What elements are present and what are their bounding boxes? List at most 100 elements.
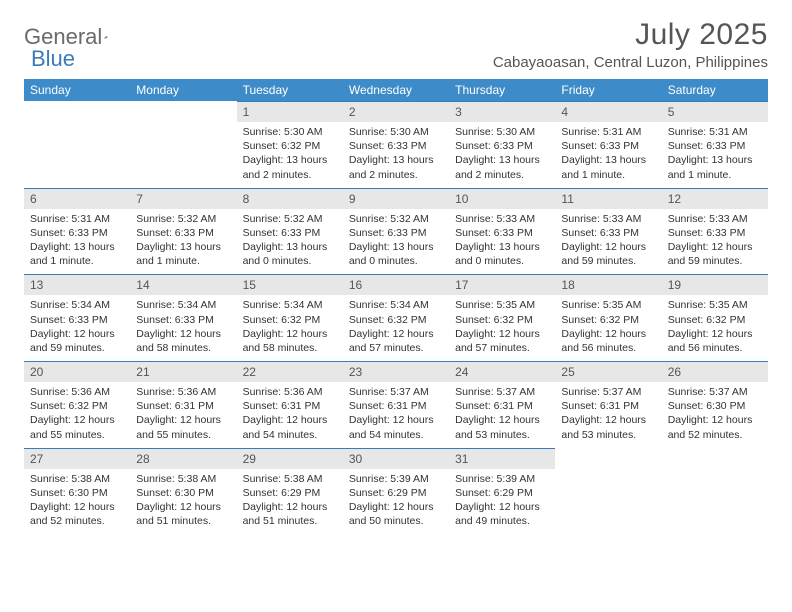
sunset-line: Sunset: 6:31 PM [349,399,443,413]
day-content: Sunrise: 5:30 AMSunset: 6:33 PMDaylight:… [343,122,449,188]
daylight-line: Daylight: 13 hours and 1 minute. [668,153,762,181]
day-number: 22 [237,361,343,382]
daylight-line: Daylight: 13 hours and 0 minutes. [243,240,337,268]
sunset-line: Sunset: 6:33 PM [668,226,762,240]
daylight-line: Daylight: 12 hours and 59 minutes. [668,240,762,268]
dow-monday: Monday [130,79,236,101]
day-content: Sunrise: 5:32 AMSunset: 6:33 PMDaylight:… [343,209,449,275]
sunrise-line: Sunrise: 5:34 AM [30,298,124,312]
daylight-line: Daylight: 12 hours and 52 minutes. [668,413,762,441]
sunset-line: Sunset: 6:32 PM [30,399,124,413]
sunset-line: Sunset: 6:33 PM [30,313,124,327]
sunset-line: Sunset: 6:29 PM [455,486,549,500]
day-number: 13 [24,274,130,295]
day-content: Sunrise: 5:35 AMSunset: 6:32 PMDaylight:… [449,295,555,361]
calendar-cell: 9Sunrise: 5:32 AMSunset: 6:33 PMDaylight… [343,188,449,275]
sunrise-line: Sunrise: 5:35 AM [455,298,549,312]
day-number: 15 [237,274,343,295]
calendar-cell: 24Sunrise: 5:37 AMSunset: 6:31 PMDayligh… [449,361,555,448]
day-number: 3 [449,101,555,122]
calendar-cell: 16Sunrise: 5:34 AMSunset: 6:32 PMDayligh… [343,274,449,361]
day-content: Sunrise: 5:30 AMSunset: 6:32 PMDaylight:… [237,122,343,188]
day-number: 6 [24,188,130,209]
sunset-line: Sunset: 6:33 PM [455,139,549,153]
day-content: Sunrise: 5:37 AMSunset: 6:31 PMDaylight:… [555,382,661,448]
calendar-cell: 11Sunrise: 5:33 AMSunset: 6:33 PMDayligh… [555,188,661,275]
daylight-line: Daylight: 12 hours and 51 minutes. [136,500,230,528]
calendar-table: Sunday Monday Tuesday Wednesday Thursday… [24,79,768,534]
sunrise-line: Sunrise: 5:34 AM [349,298,443,312]
sunset-line: Sunset: 6:31 PM [243,399,337,413]
calendar-cell: 2Sunrise: 5:30 AMSunset: 6:33 PMDaylight… [343,101,449,188]
sunrise-line: Sunrise: 5:36 AM [30,385,124,399]
daylight-line: Daylight: 12 hours and 54 minutes. [349,413,443,441]
logo-text-blue: Blue [31,46,75,72]
daylight-line: Daylight: 12 hours and 58 minutes. [136,327,230,355]
dow-wednesday: Wednesday [343,79,449,101]
day-number: 23 [343,361,449,382]
day-content: Sunrise: 5:33 AMSunset: 6:33 PMDaylight:… [449,209,555,275]
sunrise-line: Sunrise: 5:33 AM [455,212,549,226]
sunrise-line: Sunrise: 5:32 AM [136,212,230,226]
day-content: Sunrise: 5:36 AMSunset: 6:31 PMDaylight:… [130,382,236,448]
calendar-cell: 1Sunrise: 5:30 AMSunset: 6:32 PMDaylight… [237,101,343,188]
day-number: 18 [555,274,661,295]
daylight-line: Daylight: 12 hours and 59 minutes. [561,240,655,268]
daylight-line: Daylight: 12 hours and 58 minutes. [243,327,337,355]
daylight-line: Daylight: 13 hours and 2 minutes. [349,153,443,181]
title-block: July 2025 Cabayaoasan, Central Luzon, Ph… [493,18,768,71]
sunset-line: Sunset: 6:32 PM [243,139,337,153]
day-number: 11 [555,188,661,209]
sunset-line: Sunset: 6:30 PM [30,486,124,500]
sunset-line: Sunset: 6:32 PM [349,313,443,327]
logo-triangle-icon [104,29,108,45]
sunrise-line: Sunrise: 5:35 AM [668,298,762,312]
day-number: 4 [555,101,661,122]
calendar-cell: 14Sunrise: 5:34 AMSunset: 6:33 PMDayligh… [130,274,236,361]
calendar-week: 27Sunrise: 5:38 AMSunset: 6:30 PMDayligh… [24,448,768,535]
calendar-cell: 20Sunrise: 5:36 AMSunset: 6:32 PMDayligh… [24,361,130,448]
sunrise-line: Sunrise: 5:36 AM [136,385,230,399]
calendar-cell: 5Sunrise: 5:31 AMSunset: 6:33 PMDaylight… [662,101,768,188]
sunset-line: Sunset: 6:33 PM [136,313,230,327]
sunrise-line: Sunrise: 5:31 AM [561,125,655,139]
day-number: 19 [662,274,768,295]
calendar-body: 1Sunrise: 5:30 AMSunset: 6:32 PMDaylight… [24,101,768,534]
sunset-line: Sunset: 6:33 PM [349,226,443,240]
sunrise-line: Sunrise: 5:32 AM [243,212,337,226]
sunset-line: Sunset: 6:33 PM [30,226,124,240]
day-content: Sunrise: 5:31 AMSunset: 6:33 PMDaylight:… [662,122,768,188]
day-number: 5 [662,101,768,122]
sunset-line: Sunset: 6:33 PM [561,139,655,153]
day-content: Sunrise: 5:37 AMSunset: 6:31 PMDaylight:… [343,382,449,448]
daylight-line: Daylight: 12 hours and 53 minutes. [561,413,655,441]
day-content: Sunrise: 5:30 AMSunset: 6:33 PMDaylight:… [449,122,555,188]
sunset-line: Sunset: 6:29 PM [349,486,443,500]
calendar-week: 1Sunrise: 5:30 AMSunset: 6:32 PMDaylight… [24,101,768,188]
sunrise-line: Sunrise: 5:31 AM [30,212,124,226]
sunrise-line: Sunrise: 5:38 AM [30,472,124,486]
sunset-line: Sunset: 6:32 PM [668,313,762,327]
sunset-line: Sunset: 6:32 PM [243,313,337,327]
sunset-line: Sunset: 6:29 PM [243,486,337,500]
sunrise-line: Sunrise: 5:31 AM [668,125,762,139]
daylight-line: Daylight: 12 hours and 56 minutes. [668,327,762,355]
calendar-cell: 13Sunrise: 5:34 AMSunset: 6:33 PMDayligh… [24,274,130,361]
daylight-line: Daylight: 12 hours and 57 minutes. [455,327,549,355]
daylight-line: Daylight: 12 hours and 54 minutes. [243,413,337,441]
sunrise-line: Sunrise: 5:39 AM [455,472,549,486]
day-content: Sunrise: 5:32 AMSunset: 6:33 PMDaylight:… [237,209,343,275]
day-number: 17 [449,274,555,295]
day-content: Sunrise: 5:34 AMSunset: 6:32 PMDaylight:… [343,295,449,361]
daylight-line: Daylight: 12 hours and 49 minutes. [455,500,549,528]
day-content: Sunrise: 5:36 AMSunset: 6:32 PMDaylight:… [24,382,130,448]
calendar-cell: 8Sunrise: 5:32 AMSunset: 6:33 PMDaylight… [237,188,343,275]
day-content: Sunrise: 5:35 AMSunset: 6:32 PMDaylight:… [662,295,768,361]
day-content: Sunrise: 5:38 AMSunset: 6:29 PMDaylight:… [237,469,343,535]
daylight-line: Daylight: 13 hours and 0 minutes. [349,240,443,268]
calendar-cell: 27Sunrise: 5:38 AMSunset: 6:30 PMDayligh… [24,448,130,535]
sunrise-line: Sunrise: 5:34 AM [243,298,337,312]
sunset-line: Sunset: 6:33 PM [561,226,655,240]
day-number: 2 [343,101,449,122]
daylight-line: Daylight: 13 hours and 1 minute. [561,153,655,181]
